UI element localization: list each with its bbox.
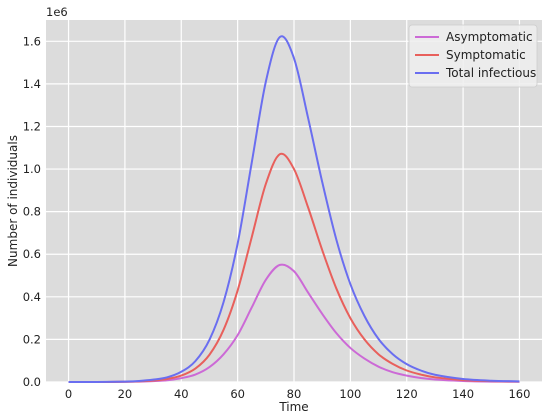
legend: Asymptomatic Symptomatic Total infectious [408,24,538,88]
x-tick-label: 40 [174,387,189,401]
legend-label-total-infectious: Total infectious [445,66,536,80]
legend-label-symptomatic: Symptomatic [446,48,526,62]
y-tick-label: 0.8 [23,205,41,219]
x-tick-label: 100 [339,387,361,401]
y-scale-label: 1e6 [46,5,68,19]
y-tick-label: 0.0 [23,375,41,389]
y-tick-label: 0.6 [23,247,41,261]
x-tick-label: 120 [396,387,418,401]
x-tick-label: 80 [287,387,302,401]
x-tick-label: 60 [230,387,245,401]
legend-label-asymptomatic: Asymptomatic [446,30,533,44]
x-axis-ticks: 0 20 40 60 80 100 120 140 160 [65,387,531,401]
y-tick-label: 1.2 [23,119,41,133]
y-axis-ticks: 0.0 0.2 0.4 0.6 0.8 1.0 1.2 1.4 1.6 [23,34,41,389]
series-line-symptomatic [68,152,520,383]
y-tick-label: 1.0 [23,162,41,176]
y-tick-label: 0.4 [23,290,41,304]
x-tick-label: 0 [65,387,72,401]
legend-box [408,24,538,88]
y-tick-label: 1.4 [23,77,41,91]
y-tick-label: 1.6 [23,34,41,48]
y-axis-label: Number of individuals [6,135,20,267]
x-tick-label: 160 [508,387,530,401]
x-tick-label: 20 [118,387,133,401]
y-tick-label: 0.2 [23,332,41,346]
series-layer [68,35,520,383]
series-line-total-infectious [68,35,520,383]
x-tick-label: 140 [452,387,474,401]
x-axis-label: Time [278,400,308,414]
